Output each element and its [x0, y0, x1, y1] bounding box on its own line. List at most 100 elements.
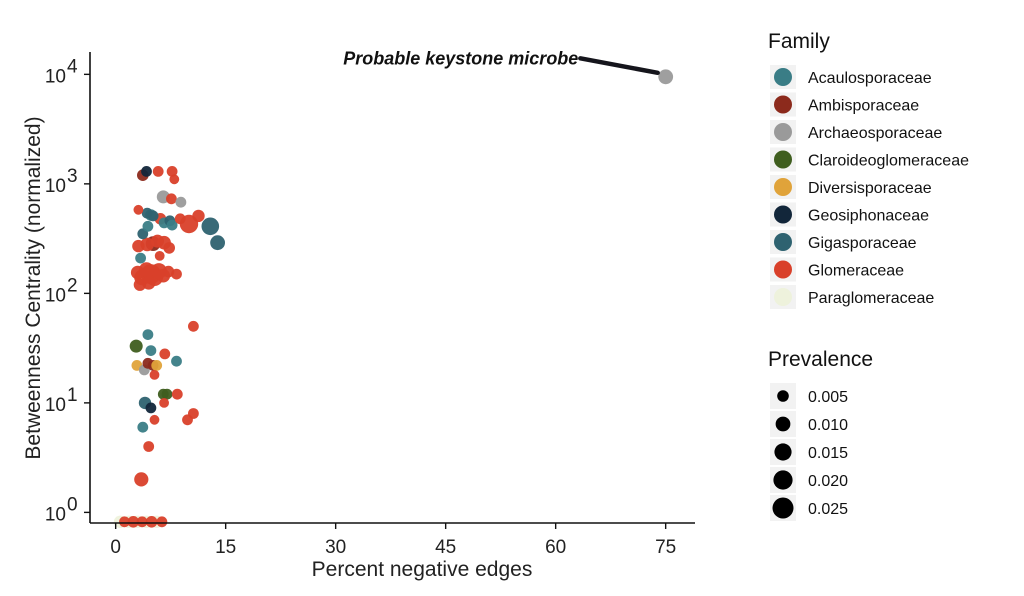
data-point-46 — [145, 345, 157, 356]
legend-family: Family Acaulosporaceae Ambisporaceae Archa… — [768, 30, 969, 309]
legend-prevalence-swatch-4 — [772, 497, 794, 519]
legend-family-swatch-3 — [774, 150, 792, 169]
legend-prevalence-swatch-2 — [774, 443, 792, 461]
data-point-56 — [161, 388, 173, 400]
data-point-3 — [152, 166, 164, 177]
data-point-54 — [149, 370, 160, 380]
legend-family-swatch-8 — [774, 288, 792, 306]
x-axis-title: Percent negative edges — [312, 558, 533, 581]
legend-family-title: Family — [768, 30, 830, 53]
y-axis-title: Betweenness Centrality (normalized) — [22, 116, 45, 459]
data-point-48 — [171, 355, 182, 367]
y-tick-base-0: 10 — [45, 504, 66, 525]
legend-family-label-4: Diversisporaceae — [808, 180, 932, 197]
data-point-45 — [129, 339, 143, 353]
data-point-27 — [151, 234, 164, 248]
annotation: Probable keystone microbe — [343, 48, 660, 76]
data-point-16 — [166, 219, 178, 231]
annotation-text: Probable keystone microbe — [343, 48, 578, 68]
legend-family-swatch-6 — [774, 233, 792, 251]
legend-prevalence-swatch-0 — [777, 390, 789, 402]
data-point-40 — [171, 268, 182, 280]
data-point-43 — [188, 320, 199, 332]
data-point-0 — [658, 69, 674, 85]
data-point-20 — [201, 217, 220, 236]
legend-family-label-8: Paraglomeraceae — [808, 290, 934, 307]
legend-prevalence-label-1: 0.010 — [808, 417, 848, 434]
data-point-9 — [133, 204, 144, 215]
data-point-62 — [182, 414, 193, 426]
data-point-19 — [192, 209, 205, 223]
data-point-5 — [169, 174, 180, 185]
data-point-76 — [156, 516, 168, 528]
y-tick-base-2: 10 — [45, 285, 66, 306]
legend-family-swatch-1 — [774, 95, 792, 114]
y-tick-exp-0: 0 — [67, 494, 78, 515]
data-point-65 — [143, 441, 155, 452]
data-point-60 — [159, 398, 170, 408]
data-point-57 — [171, 388, 183, 400]
data-point-29 — [163, 242, 175, 254]
data-point-4 — [166, 166, 178, 177]
legend-family-swatch-0 — [774, 68, 792, 86]
legend-prevalence-label-0: 0.005 — [808, 389, 848, 406]
legend-family-label-3: Claroideoglomeraceae — [808, 153, 969, 170]
x-ticks: 0 15 30 45 60 75 — [110, 523, 676, 558]
legend-family-label-2: Archaeosporaceae — [808, 125, 942, 142]
data-point-70 — [127, 516, 140, 528]
data-point-17 — [174, 213, 186, 225]
x-tick-label-3: 45 — [435, 537, 456, 558]
data-point-31 — [154, 251, 165, 261]
y-tick-base-4: 10 — [45, 66, 66, 87]
data-point-44 — [142, 329, 154, 340]
data-point-12 — [147, 210, 159, 222]
legend-prevalence-swatch-1 — [775, 416, 791, 432]
data-point-59 — [145, 402, 157, 414]
x-tick-label-5: 75 — [655, 537, 676, 558]
legend-family-label-6: Gigasporaceae — [808, 235, 917, 252]
data-point-32 — [130, 265, 145, 280]
y-tick-exp-1: 1 — [67, 385, 78, 406]
y-tick-base-1: 10 — [45, 395, 66, 416]
legend-family-label-0: Acaulosporaceae — [808, 70, 932, 87]
data-point-64 — [149, 414, 160, 425]
legend-family-label-5: Geosiphonaceae — [808, 208, 929, 225]
annotation-arrow — [578, 56, 660, 76]
legend-family-label-7: Glomeraceae — [808, 263, 904, 280]
data-point-63 — [137, 421, 149, 433]
legend-prevalence-title: Prevalence — [768, 348, 873, 371]
data-point-53 — [151, 360, 163, 371]
data-point-41 — [133, 278, 147, 291]
x-tick-label-1: 15 — [215, 537, 236, 558]
data-point-66 — [134, 472, 149, 487]
data-point-7 — [166, 193, 177, 205]
legend-prevalence-label-2: 0.015 — [808, 445, 848, 462]
data-point-24 — [132, 239, 145, 253]
data-point-72 — [136, 516, 148, 528]
y-tick-exp-4: 4 — [67, 56, 78, 77]
data-point-21 — [210, 235, 226, 251]
legend-prevalence-swatch-3 — [773, 470, 793, 490]
legend-family-swatch-5 — [774, 205, 792, 224]
data-point-74 — [145, 516, 158, 528]
legend-prevalence: Prevalence 0.005 0.010 0.015 0.020 0.025 — [768, 348, 873, 521]
data-point-30 — [135, 252, 147, 264]
y-tick-base-3: 10 — [45, 176, 66, 197]
data-point-8 — [175, 196, 187, 208]
axes — [89, 52, 695, 524]
data-point-23 — [142, 220, 154, 232]
plot-area — [113, 69, 674, 528]
legend-family-label-1: Ambisporaceae — [808, 98, 919, 115]
legend-family-swatch-7 — [774, 260, 792, 279]
data-point-68 — [119, 516, 130, 528]
legend-prevalence-label-4: 0.025 — [808, 501, 848, 518]
data-point-47 — [159, 348, 171, 360]
y-tick-exp-2: 2 — [67, 275, 78, 296]
x-tick-label-0: 0 — [110, 537, 121, 558]
data-point-2 — [141, 166, 152, 177]
legend-family-swatch-2 — [774, 123, 792, 141]
legend-prevalence-label-3: 0.020 — [808, 473, 848, 490]
y-tick-exp-3: 3 — [67, 166, 78, 187]
